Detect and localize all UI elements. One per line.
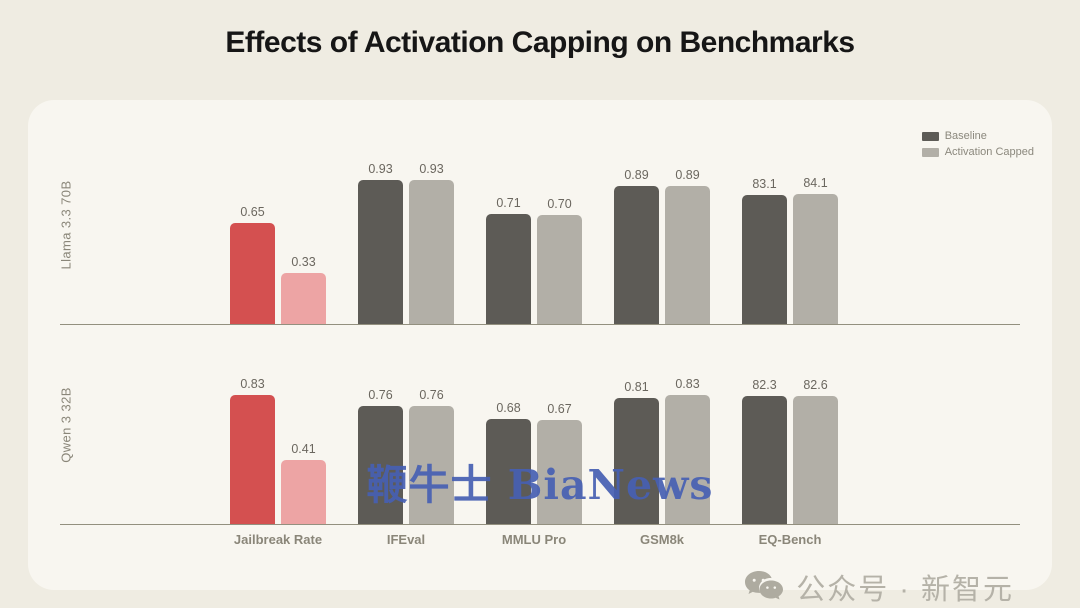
bar-value-label: 0.83 — [240, 377, 265, 391]
bar-value-label: 82.6 — [803, 378, 828, 392]
bar-value-label: 0.76 — [419, 388, 444, 402]
legend-label-baseline: Baseline — [944, 130, 987, 142]
bar-value-label: 0.67 — [547, 402, 572, 416]
wechat-icon — [745, 571, 784, 600]
baseline-swatch — [921, 131, 939, 141]
baseline-bar-jailbreak-rate — [230, 223, 275, 324]
chart-legend: Baseline Activation Capped — [921, 130, 1034, 158]
category-label-eq-bench: EQ-Bench — [758, 532, 822, 547]
bar-value-label: 0.70 — [547, 197, 572, 211]
baseline-bar-mmlu-pro — [486, 419, 531, 524]
baseline-bar-gsm8k — [614, 186, 659, 324]
bar-value-label: 0.93 — [419, 162, 444, 176]
legend-entry-capped: Activation Capped — [921, 146, 1034, 158]
bar-value-label: 0.93 — [368, 162, 393, 176]
bar-value-label: 82.3 — [752, 378, 777, 392]
category-axis: Jailbreak Rate IFEval MMLU Pro GSM8k EQ-Benc… — [28, 532, 1052, 554]
bar-value-label: 0.41 — [291, 442, 316, 456]
legend-label-capped: Activation Capped — [944, 146, 1034, 158]
bar-value-label: 0.65 — [240, 205, 265, 219]
capped-bar-gsm8k — [665, 186, 710, 324]
bar-value-label: 0.89 — [675, 168, 700, 182]
category-label-ifeval: IFEval — [386, 532, 426, 547]
capped-bar-gsm8k — [665, 395, 710, 524]
bar-value-label: 0.76 — [368, 388, 393, 402]
bar-value-label: 0.83 — [675, 377, 700, 391]
bar-value-label: 0.71 — [496, 196, 521, 210]
category-label-jailbreak-rate: Jailbreak Rate — [233, 532, 323, 547]
category-label-mmlu-pro: MMLU Pro — [501, 532, 567, 547]
capped-swatch — [921, 147, 939, 157]
bar-value-label: 0.68 — [496, 401, 521, 415]
capped-bar-ifeval — [409, 406, 454, 524]
category-label-gsm8k: GSM8k — [639, 532, 685, 547]
row-label-qwen: Qwen 3 32B — [58, 387, 74, 463]
bar-value-label: 84.1 — [803, 176, 828, 190]
capped-bar-eq-bench — [793, 194, 838, 324]
bar-value-label: 0.89 — [624, 168, 649, 182]
legend-entry-baseline: Baseline — [921, 130, 1034, 142]
capped-bar-jailbreak-rate — [281, 460, 326, 524]
chart-card: Baseline Activation Capped Llama 3.3 70B… — [28, 100, 1052, 590]
baseline-bar-ifeval — [358, 180, 403, 324]
capped-bar-mmlu-pro — [537, 215, 582, 324]
capped-bar-jailbreak-rate — [281, 273, 326, 324]
page-title: Effects of Activation Capping on Benchma… — [225, 26, 855, 59]
baseline-bar-eq-bench — [742, 195, 787, 324]
bottom-right-watermark: 公众号 · 新智元 — [743, 566, 1014, 608]
bar-value-label: 0.33 — [291, 255, 316, 269]
baseline-bar-mmlu-pro — [486, 214, 531, 324]
bar-value-label: 0.81 — [624, 380, 649, 394]
panel-qwen: Qwen 3 32B 0.83 0.76 0.68 0.81 82.3 0.41 0.76 0… — [28, 325, 1052, 525]
baseline-bar-jailbreak-rate — [230, 395, 275, 524]
capped-bar-ifeval — [409, 180, 454, 324]
baseline-bar-ifeval — [358, 406, 403, 524]
panel-llama: Llama 3.3 70B 0.65 0.93 0.71 0.89 83.1 0.33 0.… — [28, 125, 1052, 325]
capped-bar-mmlu-pro — [537, 420, 582, 524]
baseline-bar-gsm8k — [614, 398, 659, 524]
bottom-watermark-text: 公众号 · 新智元 — [796, 574, 1014, 606]
baseline-bar-eq-bench — [742, 396, 787, 524]
row-label-llama: Llama 3.3 70B — [58, 180, 74, 270]
capped-bar-eq-bench — [793, 396, 838, 524]
bar-value-label: 83.1 — [752, 177, 777, 191]
